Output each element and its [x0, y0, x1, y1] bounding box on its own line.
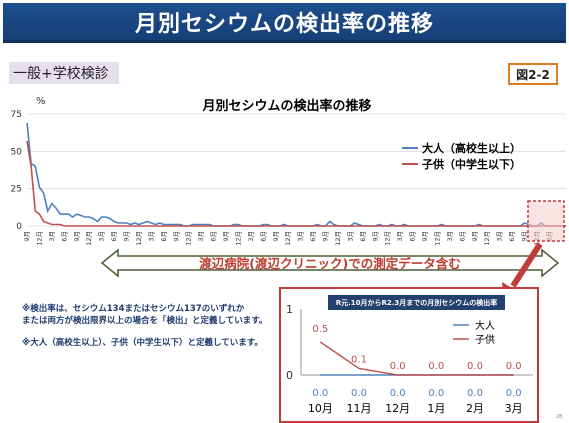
subtitle-tag: 一般+学校検診: [9, 62, 119, 84]
x-tick-label: 6月: [359, 231, 367, 242]
x-tick-label: 3月: [396, 231, 404, 242]
page-number: 28: [556, 414, 563, 420]
inset-legend-label-adult: 大人: [475, 319, 495, 332]
inset-data-label-child: 0.0: [467, 361, 483, 372]
inset-y-tick-label: 0: [286, 369, 293, 382]
x-tick-label: 12月: [185, 231, 193, 246]
x-tick-label: 12月: [334, 231, 342, 246]
inset-x-tick-label: 3月: [505, 402, 523, 415]
x-tick-label: 3月: [446, 231, 454, 242]
legend-label-child: 子供（中学生以下）: [422, 157, 521, 171]
inset-chart-legend: 大人 子供: [453, 319, 495, 346]
inset-data-label-adult: 0.0: [390, 388, 406, 399]
x-tick-label: 6月: [110, 231, 118, 242]
figure-label: 図2-2: [508, 63, 558, 85]
x-tick-label: 3月: [147, 231, 155, 242]
inset-x-tick-label: 12月: [385, 402, 410, 415]
y-tick-label: 25: [11, 185, 22, 195]
x-tick-label: 9月: [322, 231, 330, 242]
x-tick-label: 6月: [160, 231, 168, 242]
inset-x-tick-label: 11月: [347, 402, 372, 415]
inset-data-label-child: 0.0: [428, 361, 444, 372]
main-chart-lines: [26, 122, 566, 227]
main-chart-y-unit: %: [36, 96, 46, 107]
inset-data-label-adult: 0.0: [312, 388, 328, 399]
x-tick-label: 9月: [23, 231, 31, 242]
x-tick-label: 6月: [210, 231, 218, 242]
series-line-child: [26, 140, 566, 227]
inset-series-line-child: [319, 341, 514, 376]
x-tick-label: 12月: [85, 231, 93, 246]
x-tick-label: 9月: [521, 231, 529, 242]
recent-period-highlight: [527, 200, 565, 242]
inset-data-label-child: 0.1: [351, 354, 367, 365]
x-tick-label: 12月: [135, 231, 143, 246]
x-tick-label: 12月: [433, 231, 441, 246]
main-chart-title: 月別セシウムの検出率の推移: [201, 98, 371, 114]
main-chart-legend: 大人（高校生以上） 子供（中学生以下）: [402, 141, 521, 171]
series-line-adult: [26, 122, 566, 227]
x-tick-label: 12月: [234, 231, 242, 246]
note-line-2: または両方が検出限界以上の場合を「検出」と定義しています。: [22, 315, 268, 326]
inset-y-tick-label: 1: [286, 303, 293, 316]
note-age-definition: ※大人（高校生以上）、子供（中学生以下）と定義しています。: [22, 338, 263, 348]
x-tick-label: 12月: [284, 231, 292, 246]
x-tick-label: 3月: [98, 231, 106, 242]
note-detection-definition: ※検出率は、セシウム134またはセシウム137のいずれか または両方が検出限界以…: [22, 304, 272, 327]
note-line-1: ※検出率は、セシウム134またはセシウム137のいずれか: [22, 304, 245, 314]
x-tick-label: 3月: [346, 231, 354, 242]
legend-label-adult: 大人（高校生以上）: [422, 141, 521, 155]
x-tick-label: 6月: [259, 231, 267, 242]
notes-block: ※検出率は、セシウム134またはセシウム137のいずれか または両方が検出限界以…: [22, 304, 272, 361]
inset-chart-labels: 0.0 0.0 0.0 0.0 0.0 0.0 0.5 0.1 0.0 0.0 0.0 0.0: [312, 324, 521, 399]
x-tick-label: 6月: [60, 231, 68, 242]
x-tick-label: 3月: [297, 231, 305, 242]
x-tick-label: 3月: [197, 231, 205, 242]
main-line-chart: 0 25 50 75 9月 12月 3月 6月 9月 12月 3月 6月 9月 12月 3月 6月 9月 12月…: [11, 96, 566, 246]
x-tick-label: 9月: [471, 231, 479, 242]
x-tick-label: 9月: [222, 231, 230, 242]
x-tick-label: 6月: [508, 231, 516, 242]
x-tick-label: 9月: [421, 231, 429, 242]
x-tick-label: 9月: [172, 231, 180, 242]
inset-data-label-child: 0.0: [506, 361, 522, 372]
main-chart-x-ticks: 9月 12月 3月 6月 9月 12月 3月 6月 9月 12月 3月 6月 9月 12月 3月 6月 9月 12…: [23, 231, 553, 246]
inset-chart-axes: 0 1 10月 11月 12月 1月 2月 3月: [286, 303, 533, 415]
x-tick-label: 9月: [371, 231, 379, 242]
x-tick-label: 3月: [247, 231, 255, 242]
inset-data-label-child: 0.0: [390, 361, 406, 372]
x-tick-label: 6月: [458, 231, 466, 242]
y-tick-label: 75: [11, 110, 22, 120]
x-tick-label: 6月: [309, 231, 317, 242]
x-tick-label: 9月: [123, 231, 131, 242]
inset-x-tick-label: 10月: [308, 402, 333, 415]
page-title: 月別セシウムの検出率の推移: [3, 3, 566, 43]
y-tick-label: 50: [11, 147, 23, 157]
x-tick-label: 3月: [496, 231, 504, 242]
y-tick-label: 0: [16, 222, 22, 232]
x-tick-label: 6月: [409, 231, 417, 242]
inset-data-label-child: 0.5: [312, 324, 328, 335]
x-tick-label: 12月: [384, 231, 392, 246]
inset-chart-title: R元.10月からR2.3月までの月別セシウムの検出率: [328, 295, 505, 310]
inset-legend-label-child: 子供: [475, 333, 495, 346]
x-tick-label: 9月: [272, 231, 280, 242]
inset-chart-lines: [319, 341, 514, 376]
inset-data-label-adult: 0.0: [506, 388, 522, 399]
inset-chart-panel: 0 1 10月 11月 12月 1月 2月 3月 0.0 0.0 0.0 0.0 0.0 0.0 0.5 0…: [279, 287, 539, 423]
inset-data-label-adult: 0.0: [351, 388, 367, 399]
x-tick-label: 9月: [73, 231, 81, 242]
inset-data-label-adult: 0.0: [467, 388, 483, 399]
x-tick-label: 3月: [48, 231, 56, 242]
inset-x-tick-label: 1月: [427, 402, 445, 415]
x-tick-label: 12月: [483, 231, 491, 246]
inset-x-tick-label: 2月: [466, 402, 484, 415]
inset-data-label-adult: 0.0: [428, 388, 444, 399]
x-tick-label: 12月: [35, 231, 43, 246]
main-chart-y-ticks: 0 25 50 75: [11, 110, 23, 232]
